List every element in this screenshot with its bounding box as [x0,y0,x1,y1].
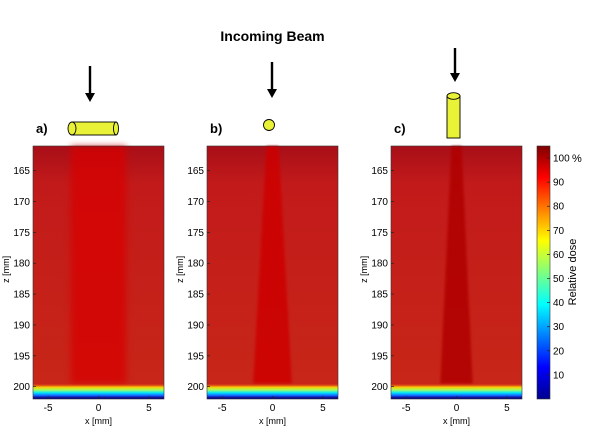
panel-label: a) [36,121,48,136]
colorbar-tick-label: 40 [553,298,565,309]
vertical-cylinder-marker [446,95,461,139]
z-tick-label: 165 [13,166,30,177]
z-tick-label: 180 [371,259,388,270]
x-tick-label: 5 [146,403,152,414]
beam-arrow-head [267,89,277,98]
z-tick-label: 185 [371,290,388,301]
colorbar-tick-label: 90 [553,178,565,189]
z-tick-label: 165 [371,166,388,177]
edge-falloff-band [207,383,338,398]
z-tick-label: 195 [13,351,30,362]
z-tick-label: 165 [187,166,204,177]
colorbar [536,145,551,400]
colorbar-tick-label: 20 [553,346,565,357]
colorbar-tick-label: 60 [553,250,565,261]
cylinder-end-cap [113,121,119,136]
panel-label: c) [394,121,406,136]
z-tick-label: 195 [371,351,388,362]
x-axis-label: x [mm] [259,416,286,426]
z-tick-label: 175 [13,228,30,239]
figure-title: Incoming Beam [220,28,325,44]
cylinder-end-cap [446,92,461,100]
circular-beam-marker [263,119,275,131]
beam-core [70,146,127,384]
colorbar-unit: % [572,153,582,165]
z-tick-label: 180 [13,259,30,270]
heatmap-panel: 165 170 175 180 185 190 195 200 -5 0 5 x [mm] z [mm]… [1,66,165,426]
colorbar-tick-label: 80 [553,202,565,213]
z-tick-label: 200 [13,382,30,393]
heatmap-panel: 165 170 175 180 185 190 195 200 -5 0 5 x [mm] z [mm]… [175,62,339,426]
panel-label: b) [210,121,222,136]
z-tick-label: 185 [13,290,30,301]
z-axis-label: z [mm] [1,256,11,283]
x-tick-label: -5 [44,403,53,414]
z-tick-label: 175 [371,228,388,239]
z-axis-label: z [mm] [175,256,185,283]
edge-falloff-band [391,383,522,398]
x-axis-label: x [mm] [443,416,470,426]
z-tick-label: 200 [187,382,204,393]
colorbar-tick-label: 50 [553,274,565,285]
x-tick-label: 0 [96,403,102,414]
z-axis-label: z [mm] [359,256,369,283]
colorbar-tick-label: 70 [553,226,565,237]
colorbar-tick-label: 10 [553,370,565,381]
x-tick-label: -5 [218,403,227,414]
z-tick-label: 200 [371,382,388,393]
x-tick-label: 0 [454,403,460,414]
colorbar-label: Relative dose [567,239,579,306]
z-tick-label: 170 [13,197,30,208]
cylinder-end-cap [67,121,77,136]
x-axis-label: x [mm] [85,416,112,426]
horizontal-cylinder-marker [71,121,117,136]
x-tick-label: 5 [504,403,510,414]
z-tick-label: 185 [187,290,204,301]
beam-arrow-head [450,73,460,82]
z-tick-label: 180 [187,259,204,270]
z-tick-label: 190 [13,320,30,331]
beam-core [440,146,473,384]
z-tick-label: 170 [371,197,388,208]
z-tick-label: 190 [371,320,388,331]
x-tick-label: 0 [270,403,276,414]
beam-core [253,146,292,384]
edge-falloff-band [33,383,164,398]
z-tick-label: 170 [187,197,204,208]
x-tick-label: 5 [320,403,326,414]
colorbar-tick-label: 100 [553,154,570,165]
z-tick-label: 190 [187,320,204,331]
heatmap-panel: 165 170 175 180 185 190 195 200 -5 0 5 x [mm] z [mm]… [359,48,523,426]
beam-arrow-head [85,93,95,102]
z-tick-label: 195 [187,351,204,362]
colorbar-tick-label: 30 [553,322,565,333]
x-tick-label: -5 [402,403,411,414]
z-tick-label: 175 [187,228,204,239]
